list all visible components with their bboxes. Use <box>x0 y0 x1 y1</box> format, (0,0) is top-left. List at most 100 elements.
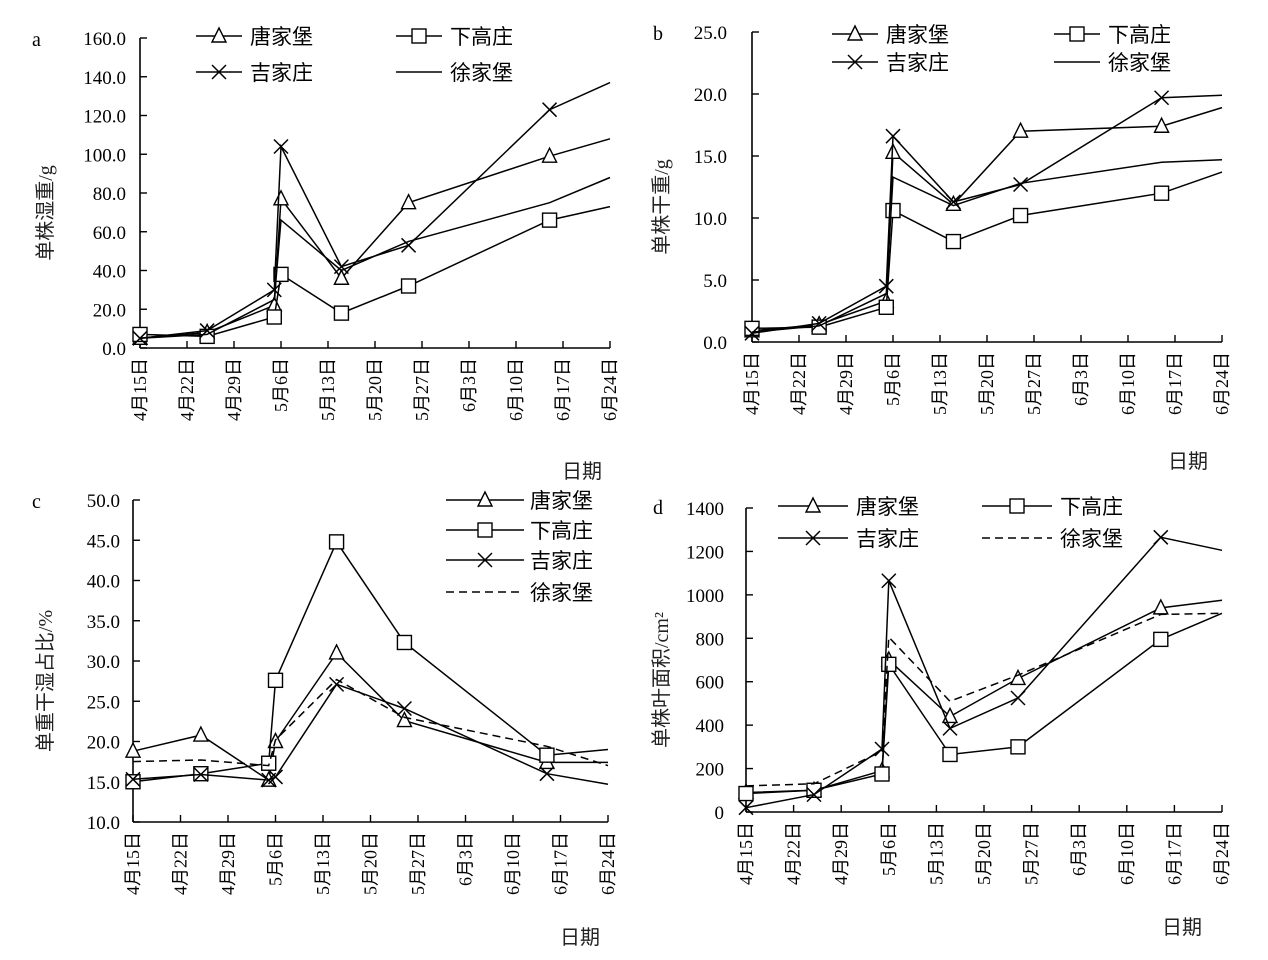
data-point-marker <box>738 800 754 816</box>
y-tick-label: 45.0 <box>87 531 120 552</box>
data-point-marker <box>811 315 827 331</box>
y-tick-label: 200 <box>696 760 725 781</box>
data-point-marker <box>266 309 282 325</box>
data-point-marker <box>806 787 822 803</box>
panel-d: d 0 200 400 600 800 1000 1200 1400 4月15日 4月22日 4月29… <box>650 495 1232 939</box>
data-point-marker <box>329 676 345 692</box>
x-axis-title: 日期 <box>1168 451 1208 473</box>
x-tick-label: 5月13日 <box>318 358 338 421</box>
data-point-marker <box>811 319 827 335</box>
x-tick-label: 5月27日 <box>412 358 432 421</box>
legend-marker <box>477 552 493 568</box>
y-tick-label: 400 <box>696 716 725 737</box>
data-point-marker <box>328 534 345 550</box>
x-tick-label: 4月22日 <box>177 358 197 421</box>
legend-marker <box>1009 498 1025 514</box>
x-tick-label: 4月22日 <box>789 352 809 415</box>
x-tick-label: 6月17日 <box>1164 822 1184 885</box>
panel-letter: d <box>653 497 663 519</box>
legend-label: 徐家堡 <box>530 581 593 605</box>
data-point-marker <box>1009 668 1027 686</box>
series-line <box>751 94 1223 335</box>
legend-item: 徐家堡 <box>446 581 593 605</box>
y-axis-title: 单株干重/g <box>650 159 673 255</box>
legend-label: 吉家庄 <box>886 51 949 75</box>
series-line <box>745 612 1223 787</box>
data-point-marker <box>945 233 962 250</box>
x-tick-label: 6月10日 <box>506 358 526 421</box>
x-tick-label: 4月15日 <box>742 352 762 415</box>
data-point-marker <box>272 189 290 206</box>
series-line <box>139 176 611 340</box>
x-tick-label: 6月24日 <box>1212 352 1232 415</box>
series-唐家堡 <box>737 598 1223 800</box>
x-tick-label: 6月24日 <box>598 832 618 895</box>
x-tick-label: 5月13日 <box>930 352 950 415</box>
y-tick-label: 60.0 <box>93 223 126 244</box>
x-tick-label: 6月17日 <box>551 832 571 895</box>
legend-label: 唐家堡 <box>886 23 949 47</box>
series-line <box>745 599 1223 794</box>
x-tick-label: 5月6日 <box>271 358 291 412</box>
series-line <box>745 536 1223 809</box>
data-point-marker <box>193 766 209 783</box>
data-point-marker <box>396 700 412 717</box>
y-tick-label: 50.0 <box>87 491 120 512</box>
data-point-marker <box>878 299 894 315</box>
x-tick-label: 6月3日 <box>1069 822 1089 876</box>
x-tick-label: 5月27日 <box>1024 352 1044 415</box>
legend-item: 吉家庄 <box>196 61 313 85</box>
data-point-marker <box>881 656 897 673</box>
data-point-marker <box>1154 90 1170 106</box>
series-吉家庄 <box>738 529 1223 816</box>
x-tick-label: 4月22日 <box>784 822 804 885</box>
series-唐家堡 <box>743 106 1223 338</box>
data-point-marker <box>542 102 558 118</box>
series-吉家庄 <box>744 90 1223 341</box>
x-tick-label: 4月29日 <box>224 358 244 421</box>
y-tick-label: 10.0 <box>694 209 727 230</box>
y-tick-label: 600 <box>696 673 725 694</box>
legend-label: 吉家庄 <box>530 549 593 573</box>
legend-item: 下高庄 <box>1054 23 1171 47</box>
legend-marker <box>477 522 493 538</box>
x-tick-label: 6月3日 <box>459 358 479 412</box>
panel-a: a 0.0 20.0 40.0 60.0 80.0 100.0 120.0 140.0 160.0… <box>32 25 620 483</box>
legend-label: 吉家庄 <box>856 527 919 551</box>
x-tick-label: 5月13日 <box>313 832 333 895</box>
x-tick-label: 4月22日 <box>171 832 191 895</box>
legend-item: 下高庄 <box>396 25 513 49</box>
legend-marker <box>805 530 821 546</box>
y-axis-title: 单株湿重/g <box>34 165 57 261</box>
legend-item: 吉家庄 <box>832 51 949 75</box>
data-point-marker <box>1153 185 1170 201</box>
legend-item: 唐家堡 <box>832 23 949 47</box>
y-tick-label: 30.0 <box>87 652 120 673</box>
data-point-marker <box>1013 176 1029 193</box>
series-line <box>751 158 1223 333</box>
y-tick-label: 40.0 <box>93 262 126 283</box>
data-point-marker <box>942 720 958 736</box>
legend-label: 徐家堡 <box>450 61 513 85</box>
panel-letter: a <box>32 29 41 51</box>
series-下高庄 <box>132 205 611 345</box>
y-tick-label: 25.0 <box>87 692 120 713</box>
panel-letter: b <box>653 23 663 45</box>
x-tick-label: 6月24日 <box>1212 822 1232 885</box>
legend-item: 吉家庄 <box>778 527 919 551</box>
data-point-marker <box>942 746 958 763</box>
data-point-marker <box>266 282 282 298</box>
y-tick-label: 1400 <box>686 499 724 520</box>
legend-item: 下高庄 <box>982 495 1123 519</box>
y-tick-label: 140.0 <box>83 68 126 89</box>
y-tick-label: 1200 <box>686 542 724 563</box>
legend-label: 吉家庄 <box>250 61 313 85</box>
series-line <box>139 138 611 340</box>
x-tick-label: 6月10日 <box>503 832 523 895</box>
y-tick-label: 1000 <box>686 586 724 607</box>
legend-label: 下高庄 <box>450 25 513 49</box>
data-point-marker <box>328 643 345 660</box>
series-line <box>139 205 611 338</box>
